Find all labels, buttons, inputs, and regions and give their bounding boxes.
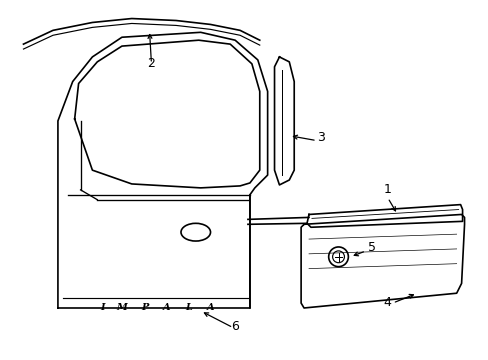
Text: 3: 3 <box>316 131 324 144</box>
Text: M: M <box>116 303 127 312</box>
Text: 5: 5 <box>367 241 375 254</box>
Text: A: A <box>206 303 214 312</box>
Text: 2: 2 <box>147 57 155 70</box>
Text: P: P <box>141 303 148 312</box>
Text: L: L <box>185 303 192 312</box>
Text: 4: 4 <box>383 296 391 309</box>
Text: 1: 1 <box>383 183 391 196</box>
Text: I: I <box>100 303 104 312</box>
Text: A: A <box>162 303 170 312</box>
Text: 6: 6 <box>231 320 239 333</box>
